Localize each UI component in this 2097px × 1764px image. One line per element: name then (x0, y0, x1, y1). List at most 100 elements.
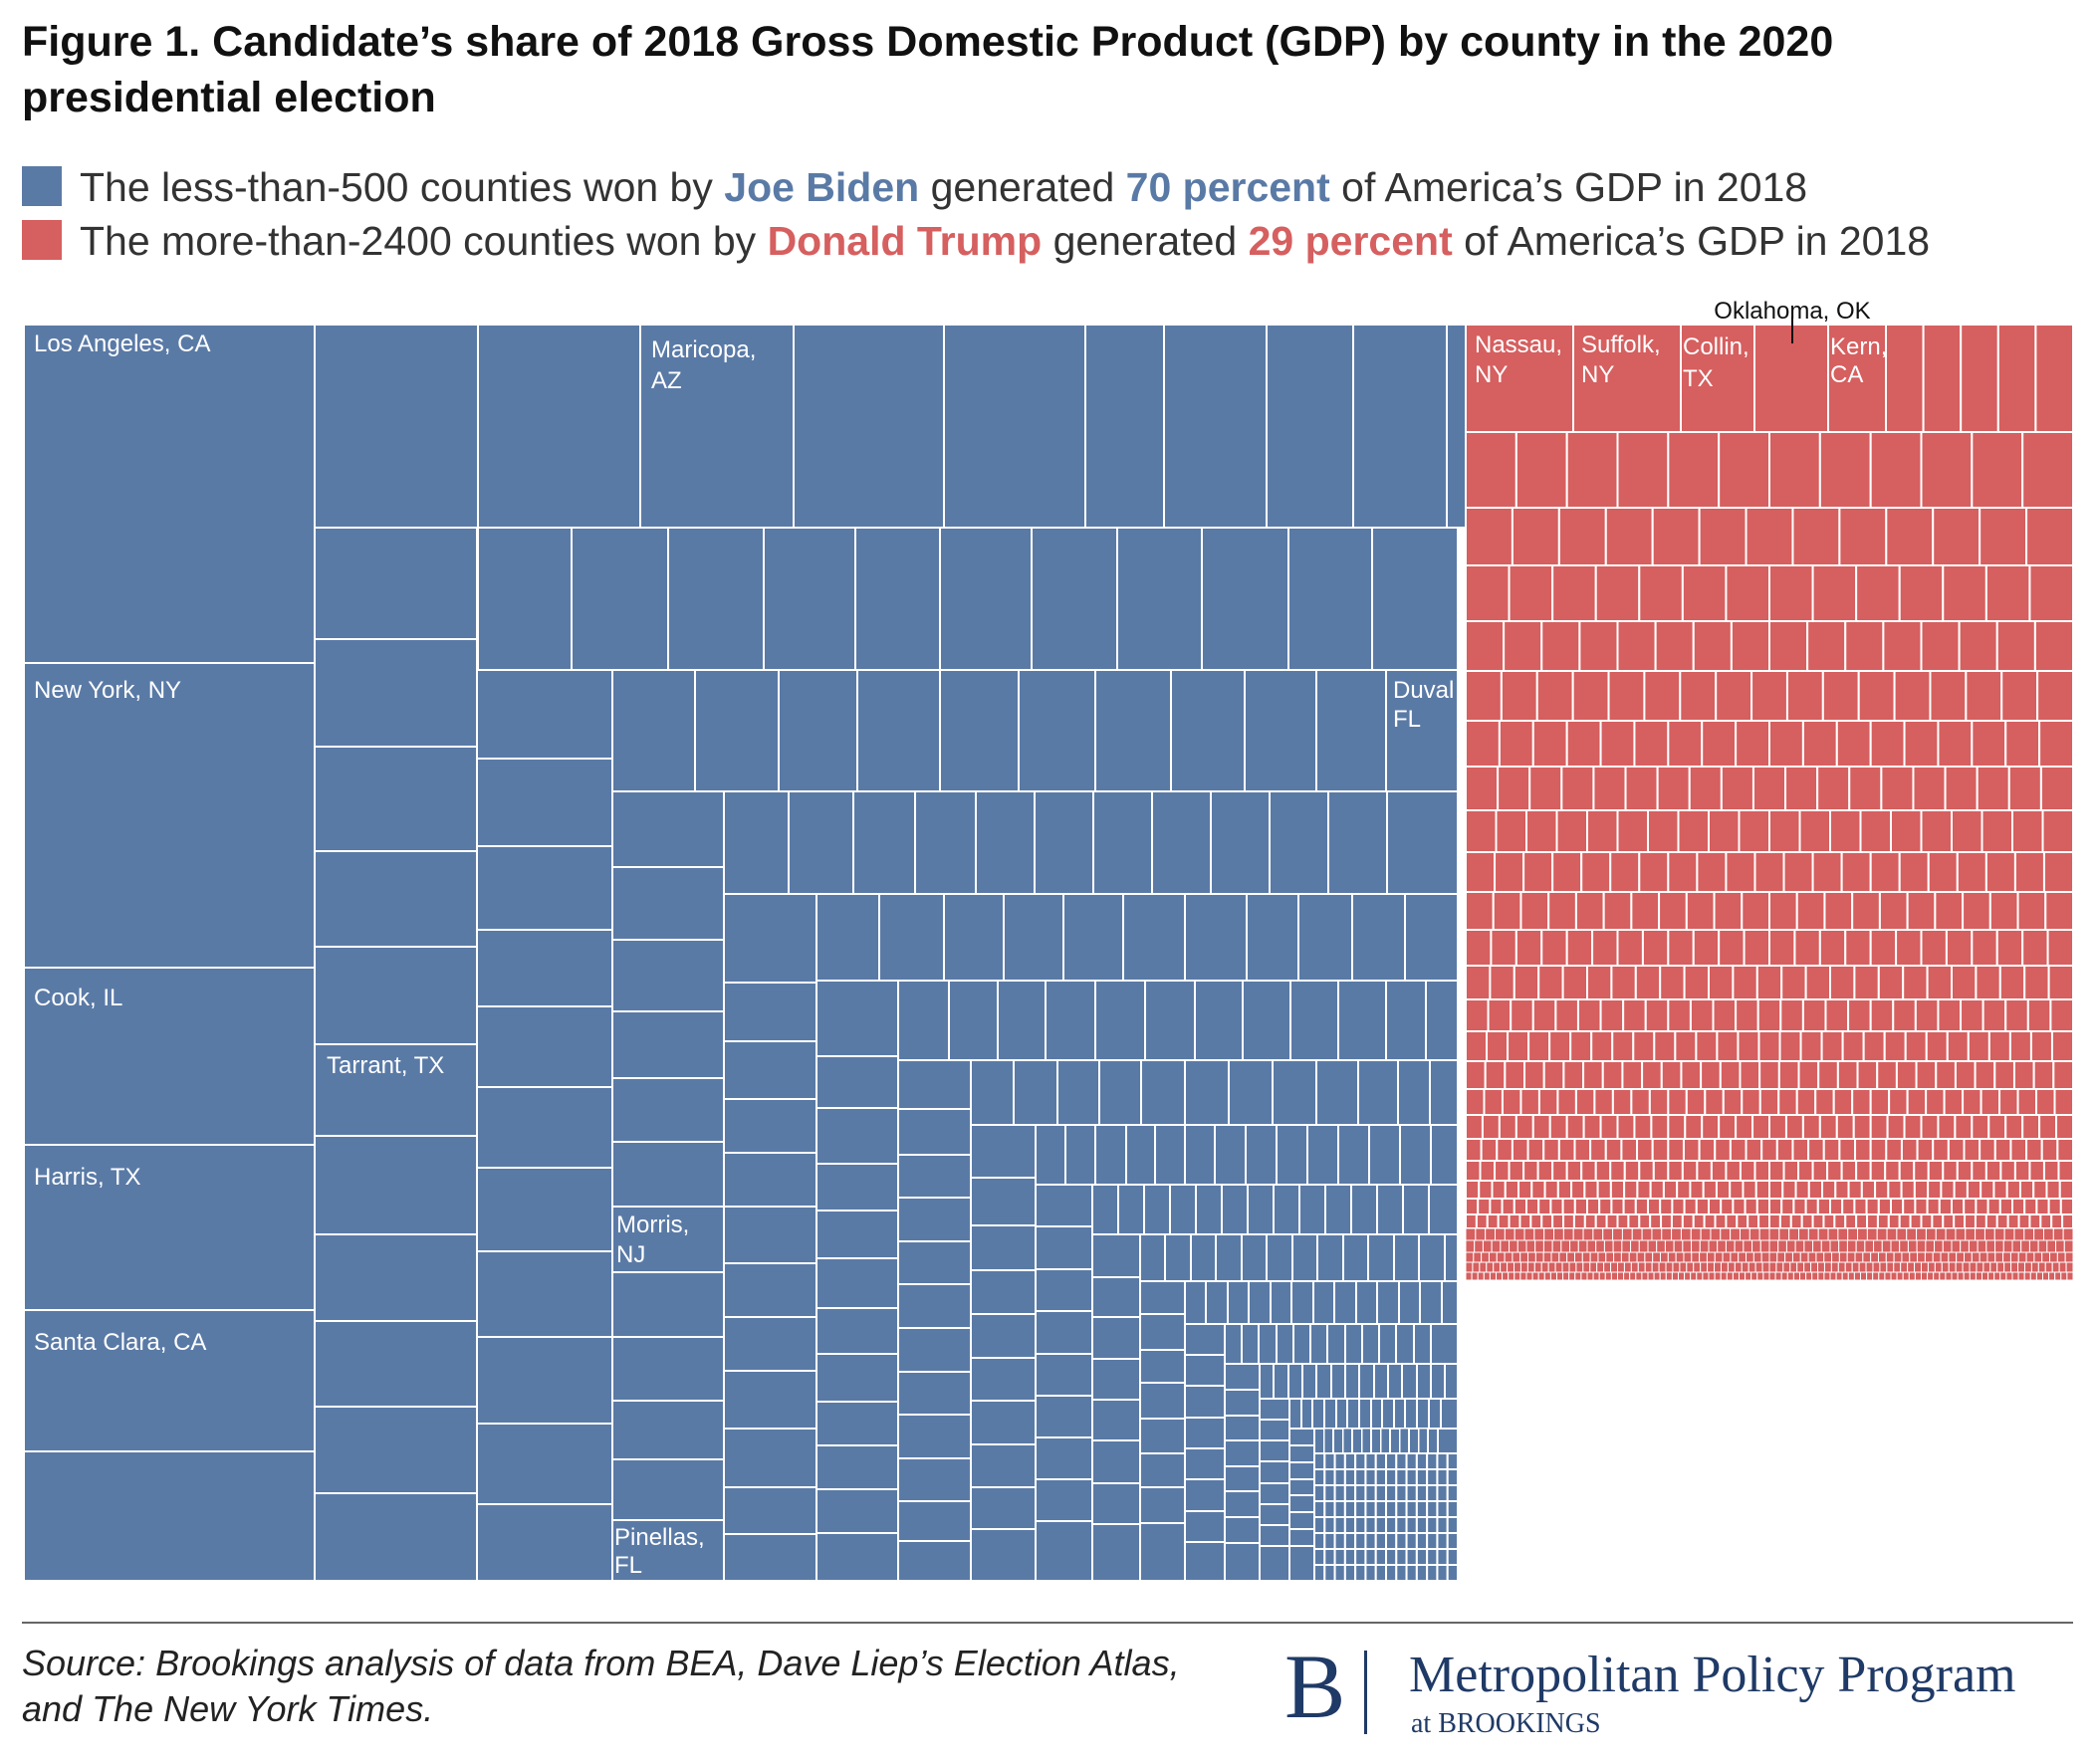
trump-county-cell (1916, 1138, 1935, 1162)
trump-county-cell (1644, 1261, 1653, 1273)
trump-county-cell (1465, 507, 1514, 566)
biden-county-cell (1288, 1494, 1315, 1513)
chart-title: Figure 1. Candidate’s share of 2018 Gros… (22, 18, 1834, 121)
trump-county-cell (1651, 1138, 1670, 1162)
trump-county-cell (2052, 1227, 2064, 1241)
biden-county-cell (1361, 1428, 1372, 1454)
biden-county-cell (1380, 1428, 1391, 1454)
trump-county-cell (1582, 1261, 1591, 1273)
trump-county-cell (1902, 965, 1929, 1000)
trump-county-cell (1557, 1138, 1576, 1162)
trump-county-cell (1906, 1088, 1928, 1116)
biden-county-cell (1258, 1323, 1278, 1365)
trump-county-cell (1748, 1261, 1756, 1273)
trump-county-cell (1939, 1271, 1947, 1281)
biden-county-cell (314, 1233, 478, 1322)
trump-county-cell (1483, 1088, 1504, 1116)
legend-biden-text-1: The less-than-500 counties won by (80, 164, 725, 210)
trump-county-cell (1527, 1030, 1551, 1062)
trump-county-cell (1677, 809, 1710, 853)
biden-county-cell (476, 1005, 613, 1088)
trump-county-cell (1465, 1198, 1480, 1215)
trump-county-cell (1487, 998, 1513, 1032)
trump-county-cell (1537, 1088, 1559, 1116)
biden-county-cell (1444, 1233, 1459, 1282)
trump-county-cell (2011, 1239, 2022, 1253)
trump-county-cell (1691, 1251, 1701, 1263)
trump-county-cell (1598, 1271, 1606, 1281)
biden-county-cell (816, 1055, 899, 1109)
biden-county-cell (1430, 1323, 1459, 1365)
trump-county-cell (1980, 1180, 1995, 1200)
trump-county-cell (2036, 670, 2074, 722)
trump-county-cell (1757, 1030, 1781, 1062)
biden-county-cell (1385, 1564, 1398, 1582)
trump-county-cell (1902, 1271, 1910, 1281)
biden-county-cell (1415, 1548, 1429, 1566)
trump-county-cell (1551, 1213, 1565, 1229)
biden-county-cell (1416, 1398, 1430, 1430)
trump-county-cell (1519, 1271, 1527, 1281)
trump-county-cell (1653, 1030, 1677, 1062)
trump-county-cell (1561, 965, 1588, 1000)
biden-county-cell (1354, 1516, 1367, 1534)
biden-county-cell (723, 1533, 817, 1582)
trump-county-cell (1557, 507, 1607, 566)
trump-county-cell (1945, 929, 1974, 967)
trump-county-cell (1465, 1030, 1489, 1062)
biden-county-cell (1035, 1478, 1093, 1522)
trump-county-cell (2047, 965, 2075, 1000)
biden-county-cell (477, 324, 641, 529)
trump-county-cell (1735, 720, 1770, 768)
trump-county-cell (1869, 1088, 1891, 1116)
trump-county-cell (1489, 1198, 1504, 1215)
trump-county-cell (1465, 1060, 1487, 1090)
trump-county-cell (2005, 1271, 2013, 1281)
trump-county-cell (1823, 1261, 1832, 1273)
biden-county-cell (611, 1400, 725, 1460)
trump-county-cell (1782, 851, 1814, 893)
trump-county-cell (1649, 1180, 1665, 1200)
trump-county-cell (1644, 1251, 1654, 1263)
biden-county-cell (723, 1486, 817, 1535)
trump-county-cell (1896, 1271, 1904, 1281)
biden-county-cell (1091, 1358, 1141, 1401)
biden-county-cell (1343, 1532, 1357, 1550)
label-morris-line2: NJ (616, 1241, 645, 1268)
trump-county-cell (1612, 1227, 1623, 1241)
trump-county-cell (1656, 1239, 1666, 1253)
trump-county-cell (1982, 1261, 1991, 1273)
trump-county-cell (2044, 1261, 2053, 1273)
trump-county-cell (2020, 1239, 2030, 1253)
trump-county-cell (1565, 720, 1602, 768)
trump-county-cell (1935, 1060, 1957, 1090)
trump-county-cell (1519, 891, 1550, 931)
trump-county-cell (1730, 1227, 1741, 1241)
trump-county-cell (1758, 1088, 1780, 1116)
legend-biden-text-2: generated (919, 164, 1126, 210)
trump-county-cell (1907, 1239, 1918, 1253)
trump-county-cell (1489, 1271, 1498, 1281)
trump-county-cell (1758, 1060, 1780, 1090)
trump-county-cell (1998, 1198, 2014, 1215)
trump-county-cell (1551, 1239, 1562, 1253)
trump-county-cell (1799, 1251, 1809, 1263)
trump-county-cell (2012, 1060, 2035, 1090)
trump-county-cell (1634, 1198, 1650, 1215)
biden-county-cell (1405, 1484, 1418, 1502)
trump-county-cell (2050, 1030, 2074, 1062)
trump-county-cell (1866, 1213, 1879, 1229)
trump-county-cell (1876, 1060, 1898, 1090)
biden-county-cell (897, 1240, 972, 1285)
trump-county-cell (2039, 1213, 2053, 1229)
trump-county-cell (1558, 1251, 1568, 1263)
trump-county-cell (1876, 1213, 1890, 1229)
trump-county-cell (1484, 1060, 1507, 1090)
trump-county-cell (1870, 1251, 1879, 1263)
biden-county-cell (1035, 1225, 1093, 1270)
trump-county-cell (1667, 1138, 1685, 1162)
biden-county-cell (1144, 980, 1196, 1061)
trump-county-cell (1561, 1261, 1570, 1273)
biden-county-cell (1288, 1478, 1315, 1496)
biden-county-cell (1385, 1484, 1398, 1502)
